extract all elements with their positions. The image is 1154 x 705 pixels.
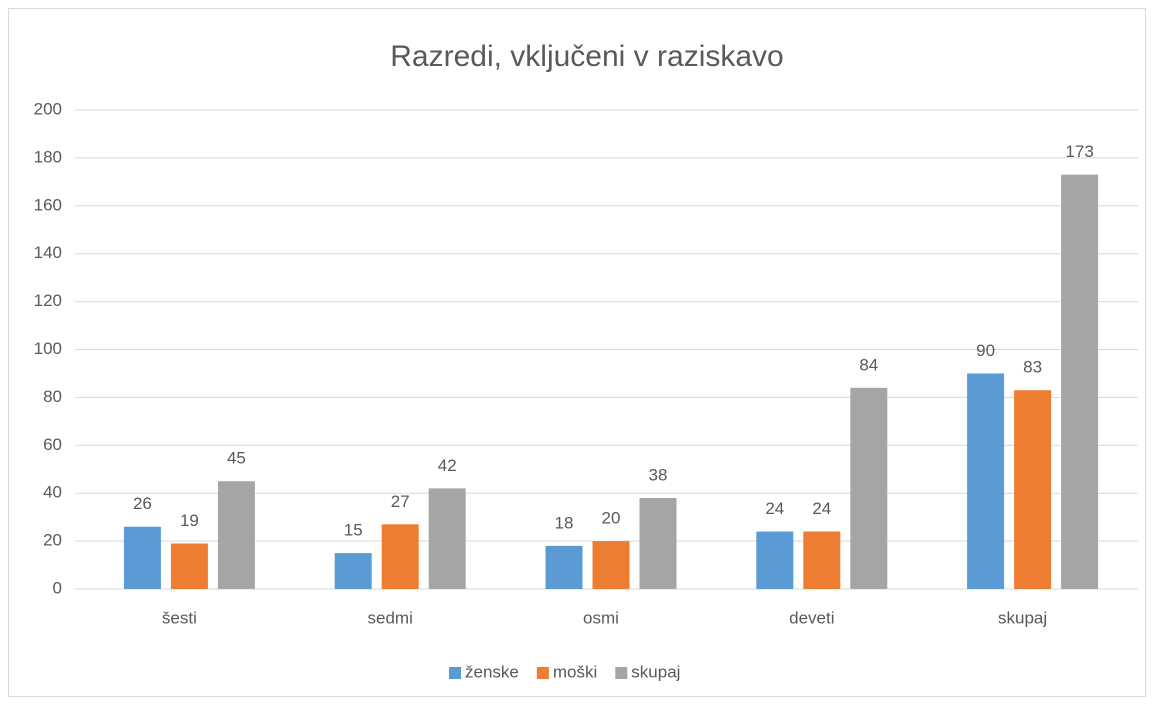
chart-title: Razredi, vključeni v raziskavo	[390, 40, 783, 73]
legend-label: skupaj	[631, 662, 680, 681]
y-tick-label: 120	[34, 291, 62, 310]
x-tick-label: skupaj	[998, 608, 1047, 627]
y-tick-label: 40	[43, 483, 62, 502]
bar	[1061, 174, 1099, 590]
bar	[170, 543, 208, 589]
data-label: 173	[1065, 142, 1093, 161]
data-label: 15	[344, 521, 363, 540]
bar	[334, 553, 372, 589]
bar	[850, 387, 888, 589]
data-label: 19	[180, 511, 199, 530]
legend-label: moški	[553, 662, 597, 681]
bar	[123, 526, 161, 589]
legend-swatch	[536, 667, 549, 679]
legend-swatch	[615, 667, 628, 679]
y-tick-label: 160	[34, 195, 62, 214]
data-label: 26	[133, 494, 152, 513]
y-tick-label: 140	[34, 243, 62, 262]
data-label: 90	[976, 341, 995, 360]
x-tick-label: sedmi	[368, 608, 413, 627]
bar	[217, 481, 255, 589]
x-tick-label: deveti	[789, 608, 834, 627]
bar	[545, 545, 583, 589]
y-tick-label: 20	[43, 531, 62, 550]
y-tick-label: 60	[43, 435, 62, 454]
y-tick-label: 100	[34, 339, 62, 358]
x-tick-label: osmi	[583, 608, 619, 627]
bar	[967, 373, 1005, 589]
bar	[1014, 390, 1052, 589]
chart-border	[8, 8, 1146, 697]
bar	[381, 524, 419, 589]
bar	[803, 531, 841, 589]
data-label: 18	[555, 513, 574, 532]
bar	[756, 531, 794, 589]
legend-label: ženske	[465, 662, 519, 681]
x-tick-label: šesti	[162, 608, 197, 627]
data-label: 83	[1023, 358, 1042, 377]
data-label: 20	[602, 509, 621, 528]
y-tick-label: 180	[34, 147, 62, 166]
data-label: 24	[765, 499, 784, 518]
y-tick-label: 200	[34, 99, 62, 118]
legend-swatch	[449, 667, 461, 679]
data-label: 24	[812, 499, 831, 518]
bar	[592, 541, 630, 589]
data-label: 84	[859, 355, 878, 374]
data-label: 27	[391, 492, 410, 511]
bar	[639, 497, 677, 589]
y-tick-label: 80	[43, 387, 62, 406]
data-label: 45	[227, 449, 246, 468]
y-tick-label: 0	[53, 578, 62, 597]
data-label: 38	[649, 465, 668, 484]
data-label: 42	[438, 456, 457, 475]
bar	[428, 488, 466, 589]
